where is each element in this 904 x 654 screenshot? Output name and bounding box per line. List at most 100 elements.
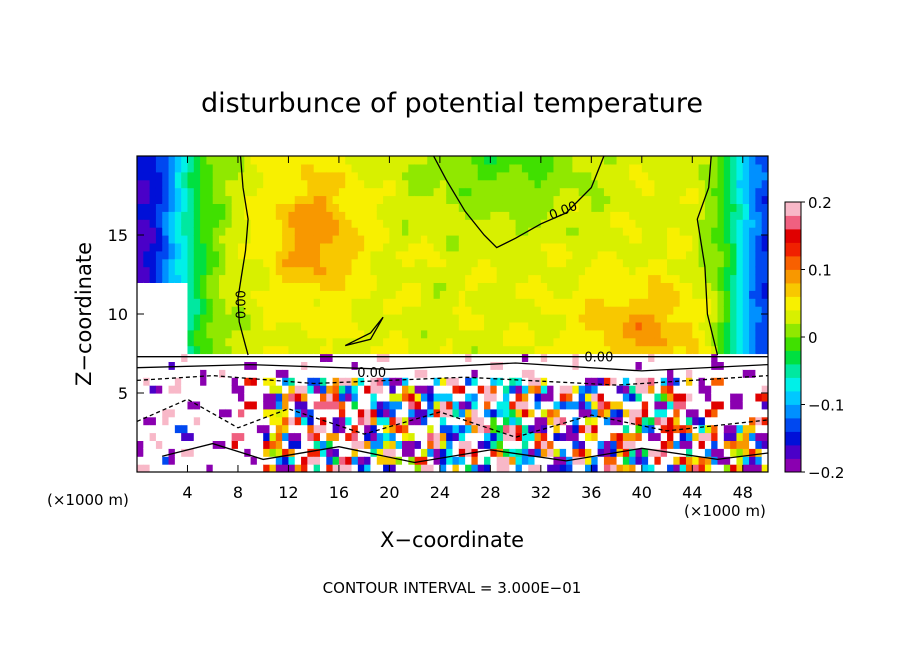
heatmap-cell (509, 377, 517, 386)
heatmap-cell (345, 408, 353, 418)
heatmap-cell (383, 156, 390, 165)
heatmap-cell (420, 250, 428, 260)
heatmap-cell (155, 400, 163, 410)
heatmap-cell (742, 408, 750, 418)
heatmap-cell (269, 227, 277, 236)
heatmap-cell (711, 345, 719, 355)
heatmap-cell (376, 258, 384, 268)
heatmap-cell (591, 171, 599, 181)
heatmap-cell (364, 440, 372, 449)
heatmap-cell (673, 464, 681, 472)
heatmap-cell (225, 432, 233, 441)
heatmap-cell (629, 393, 637, 402)
heatmap-cell (219, 385, 226, 394)
heatmap-cell (755, 321, 763, 331)
heatmap-cell (225, 337, 233, 347)
heatmap-cell (755, 385, 763, 394)
heatmap-cell (704, 361, 712, 370)
heatmap-cell (288, 464, 296, 472)
heatmap-cell (439, 440, 447, 449)
heatmap-cell (319, 432, 327, 441)
heatmap-cell (143, 298, 151, 307)
heatmap-cell (326, 393, 334, 402)
heatmap-cell (427, 345, 435, 355)
heatmap-cell (635, 227, 643, 236)
heatmap-cell (301, 156, 308, 165)
heatmap-cell (326, 179, 334, 189)
heatmap-cell (578, 424, 586, 434)
heatmap-cell (711, 440, 719, 449)
heatmap-cell (515, 203, 523, 212)
heatmap-cell (301, 171, 308, 181)
heatmap-cell (439, 163, 447, 173)
heatmap-cell (288, 211, 296, 220)
heatmap-cell (250, 464, 258, 472)
heatmap-cell (471, 306, 479, 315)
heatmap-cell (389, 440, 397, 449)
heatmap-cell (679, 235, 687, 244)
heatmap-cell (301, 219, 308, 228)
heatmap-cell (711, 242, 719, 252)
heatmap-cell (269, 171, 277, 181)
heatmap-cell (149, 393, 157, 402)
heatmap-cell (540, 156, 548, 165)
heatmap-cell (275, 464, 283, 472)
heatmap-cell (547, 195, 555, 204)
heatmap-cell (174, 321, 182, 331)
heatmap-cell (761, 464, 768, 472)
heatmap-cell (484, 314, 491, 323)
heatmap-cell (225, 163, 233, 173)
heatmap-cell (389, 361, 397, 370)
heatmap-cell (484, 274, 491, 283)
heatmap-cell (566, 171, 573, 181)
heatmap-cell (704, 219, 712, 228)
heatmap-cell (534, 432, 542, 441)
heatmap-cell (402, 393, 409, 402)
heatmap-cell (515, 219, 523, 228)
heatmap-cell (389, 306, 397, 315)
heatmap-cell (641, 171, 649, 181)
heatmap-cell (212, 314, 220, 323)
heatmap-cell (402, 298, 409, 307)
heatmap-cell (326, 416, 334, 426)
heatmap-cell (237, 361, 245, 370)
heatmap-cell (269, 266, 277, 276)
heatmap-cell (332, 377, 340, 386)
heatmap-cell (685, 203, 693, 212)
heatmap-cell (755, 424, 763, 434)
heatmap-cell (200, 456, 208, 465)
heatmap-cell (591, 156, 599, 165)
heatmap-cell (427, 298, 435, 307)
heatmap-cell (458, 274, 466, 283)
heatmap-cell (465, 282, 473, 291)
heatmap-cell (143, 250, 151, 260)
heatmap-cell (288, 258, 296, 268)
heatmap-cell (749, 314, 756, 323)
heatmap-cell (313, 290, 321, 299)
heatmap-cell (389, 464, 397, 472)
heatmap-cell (622, 353, 630, 362)
heatmap-cell (452, 250, 460, 260)
heatmap-cell (742, 242, 750, 252)
heatmap-cell (566, 282, 573, 291)
heatmap-cell (206, 353, 214, 362)
heatmap-cell (660, 171, 668, 181)
heatmap-cell (168, 314, 176, 323)
heatmap-cell (383, 227, 390, 236)
heatmap-cell (313, 266, 321, 276)
heatmap-cell (319, 290, 327, 299)
heatmap-cell (553, 290, 561, 299)
heatmap-cell (383, 219, 390, 228)
heatmap-cell (723, 377, 731, 386)
heatmap-cell (509, 369, 517, 378)
heatmap-cell (256, 179, 264, 189)
heatmap-cell (698, 179, 706, 189)
heatmap-cell (553, 369, 561, 378)
heatmap-cell (736, 314, 744, 323)
heatmap-cell (288, 448, 296, 457)
heatmap-cell (452, 156, 460, 165)
heatmap-cell (730, 393, 738, 402)
heatmap-cell (168, 456, 176, 465)
heatmap-cell (402, 235, 409, 244)
heatmap-cell (395, 424, 403, 434)
